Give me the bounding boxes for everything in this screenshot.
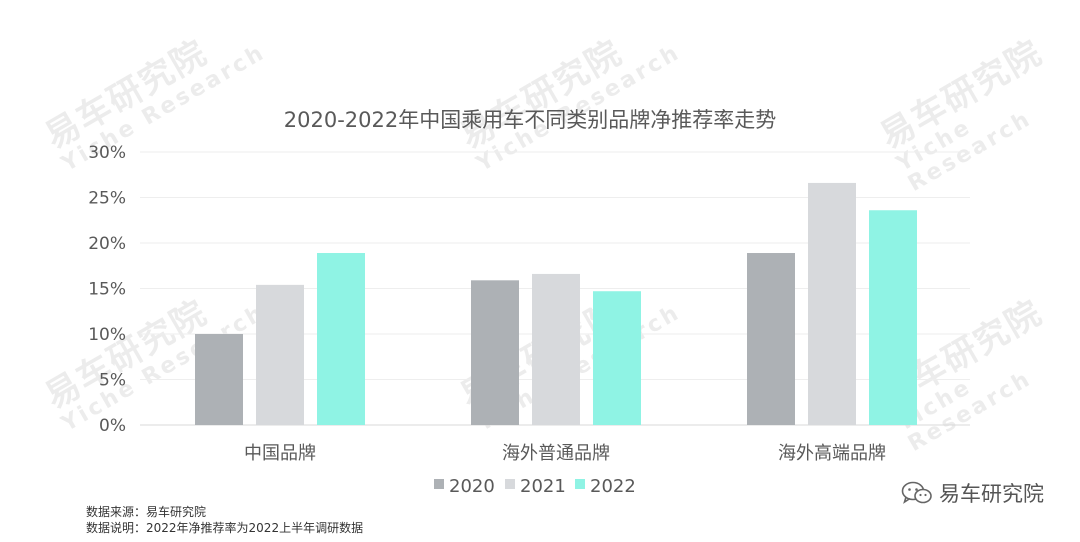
y-tick-label: 20% <box>88 234 126 254</box>
bar-2022 <box>593 291 641 425</box>
y-tick-label: 25% <box>88 189 126 209</box>
y-tick-label: 30% <box>88 143 126 163</box>
x-tick-label: 中国品牌 <box>244 443 316 464</box>
bar-2020 <box>471 280 519 425</box>
bar-2020 <box>747 253 795 425</box>
logo-text: 易车研究院 <box>939 482 1044 506</box>
legend-swatch <box>505 479 515 489</box>
bar-2021 <box>532 273 580 425</box>
data-source-note: 数据来源：易车研究院 <box>86 505 207 519</box>
chart-title: 2020-2022年中国乘用车不同类别品牌净推荐率走势 <box>284 108 776 132</box>
bar-2021 <box>256 284 304 425</box>
data-description-note: 数据说明：2022年净推荐率为2022上半年调研数据 <box>86 521 364 535</box>
x-tick-label: 海外普通品牌 <box>502 443 610 464</box>
x-tick-label: 海外高端品牌 <box>778 443 886 464</box>
y-tick-label: 10% <box>88 325 126 345</box>
wechat-icon <box>901 480 933 506</box>
bar-2022 <box>869 210 917 425</box>
bar-2020 <box>195 334 243 425</box>
bar-2022 <box>317 253 365 425</box>
bar-2021 <box>808 182 856 425</box>
legend-swatch <box>434 479 444 489</box>
y-tick-label: 5% <box>99 371 126 391</box>
legend-swatch <box>575 479 585 489</box>
legend-label: 2022 <box>590 476 636 497</box>
legend-label: 2021 <box>520 476 566 497</box>
y-tick-label: 0% <box>99 416 126 436</box>
legend-label: 2020 <box>449 476 495 497</box>
y-tick-label: 15% <box>88 280 126 300</box>
brand-logo: 易车研究院 <box>901 478 1044 508</box>
